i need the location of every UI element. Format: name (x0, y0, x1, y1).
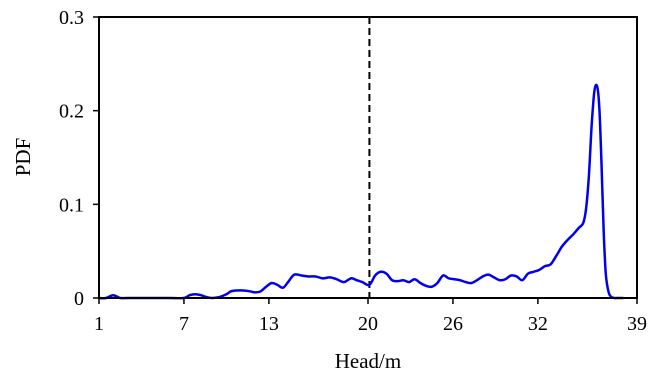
y-tick-label: 0.2 (59, 101, 84, 123)
x-tick-label: 26 (443, 313, 463, 335)
x-axis-title: Head/m (335, 349, 401, 373)
y-tick-label: 0 (74, 288, 84, 310)
x-tick-label: 13 (259, 313, 279, 335)
x-tick-label: 39 (627, 313, 647, 335)
pdf-series-line (97, 83, 625, 300)
y-tick-label: 0.3 (59, 7, 84, 29)
x-tick-label: 7 (179, 313, 189, 335)
x-tick-label: 20 (358, 313, 378, 335)
x-tick-label: 32 (528, 313, 548, 335)
y-axis-title: PDF (11, 138, 35, 177)
x-tick-label: 1 (94, 313, 104, 335)
y-tick-label: 0.1 (59, 194, 84, 216)
